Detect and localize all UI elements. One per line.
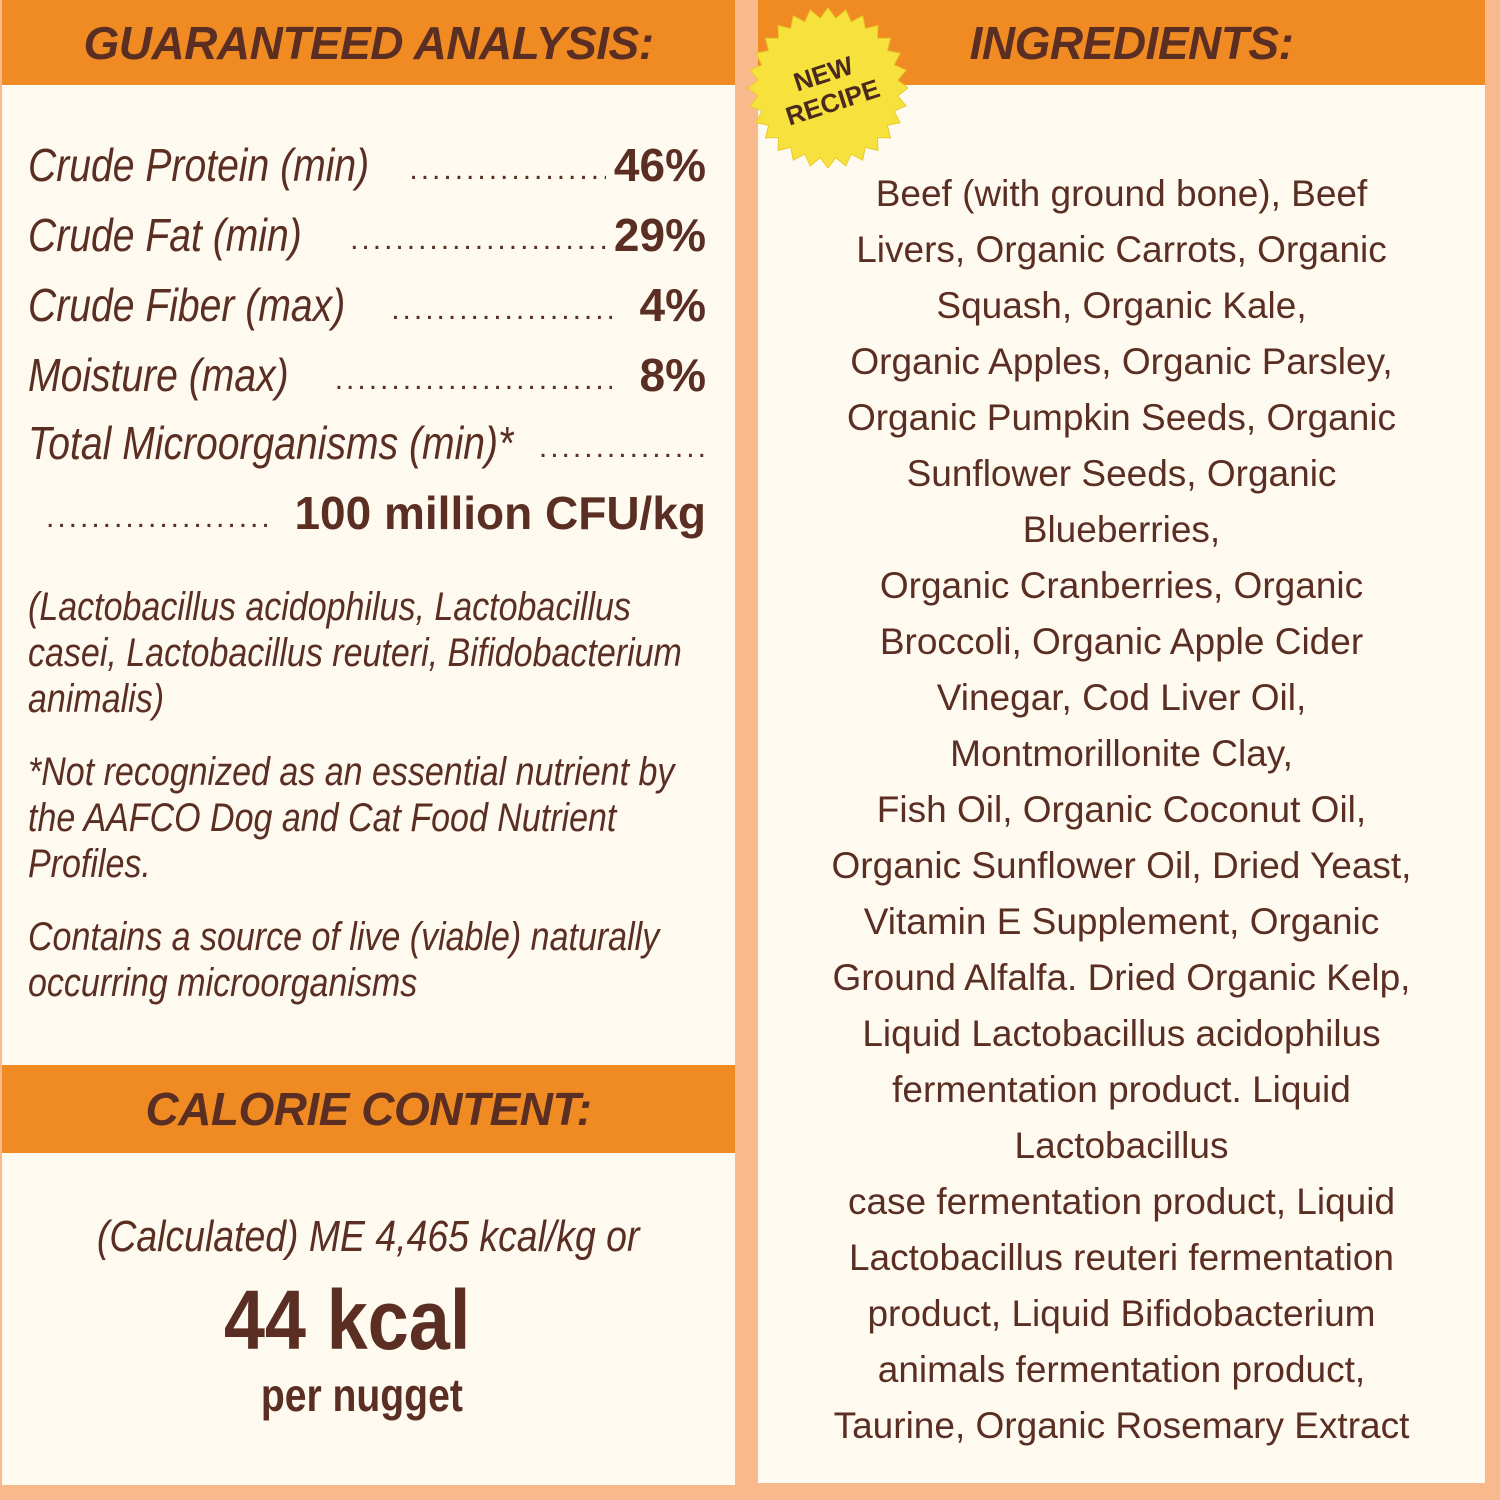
ingredient-line: Fish Oil, Organic Coconut Oil, (876, 789, 1367, 830)
per-nugget-text: per nugget (260, 1369, 464, 1421)
badge-starburst (748, 8, 908, 168)
leader-dots: .............................. (538, 431, 706, 464)
text-line: (Lactobacillus acidophilus, Lactobacillu… (28, 585, 631, 629)
row-value: 46% (613, 139, 706, 191)
row-value: 8% (639, 349, 706, 401)
per-nugget-label: per nugget (2, 1368, 722, 1422)
analysis-row: .............................. 100 millio… (28, 483, 706, 543)
ingredient-line: Ground Alfalfa. Dried Organic Kelp, (832, 957, 1411, 998)
row-label: Total Microorganisms (min)* (28, 417, 514, 469)
analysis-row: Moisture (max)..........................… (28, 345, 706, 405)
ingredient-line: Blueberries, (1022, 509, 1221, 550)
ingredient-line: fermentation product. Liquid (892, 1069, 1351, 1110)
aafco-footnote: *Not recognized as an essential nutrient… (28, 749, 708, 887)
ingredient-line: Squash, Organic Kale, (936, 285, 1307, 326)
leader-dots: .............................. (409, 153, 606, 186)
leader-dots: .............................. (46, 501, 271, 534)
analysis-row: Crude Fiber (max).......................… (28, 275, 706, 335)
live-microorganisms-note: Contains a source of live (viable) natur… (28, 914, 708, 1006)
row-label: Crude Fat (min) (28, 209, 302, 261)
ingredient-line: Vinegar, Cod Liver Oil, (936, 677, 1307, 718)
ingredient-line: Organic Sunflower Oil, Dried Yeast, (831, 845, 1412, 886)
ingredient-line: Organic Pumpkin Seeds, Organic (846, 397, 1397, 438)
calorie-content-title: CALORIE CONTENT: (145, 1083, 592, 1135)
new-recipe-badge: NEW RECIPE (748, 8, 908, 168)
row-value: 29% (613, 209, 706, 261)
ingredient-line: animals fermentation product, (877, 1349, 1366, 1390)
analysis-row: Crude Protein (min).....................… (28, 135, 706, 195)
guaranteed-analysis-header: GUARANTEED ANALYSIS: (2, 0, 735, 85)
text-line: casei, Lactobacillus reuteri, Bifidobact… (28, 631, 682, 675)
ingredient-line: Broccoli, Organic Apple Cider (879, 621, 1364, 662)
calorie-content-header: CALORIE CONTENT: (2, 1065, 735, 1153)
ingredient-line: Taurine, Organic Rosemary Extract (833, 1405, 1410, 1446)
ingredients-panel: INGREDIENTS: Beef (with ground bone), Be… (758, 0, 1485, 1483)
ingredient-line: case fermentation product, Liquid (847, 1181, 1396, 1222)
leader-dots: .............................. (350, 223, 606, 256)
calorie-big-text: 44 kcal (223, 1273, 471, 1367)
text-line: *Not recognized as an essential nutrient… (28, 750, 675, 794)
ingredient-line: Organic Apples, Organic Parsley, (850, 341, 1393, 382)
calorie-calculated: (Calculated) ME 4,465 kcal/kg or (2, 1212, 735, 1262)
ingredient-line: Beef (with ground bone), Beef (875, 173, 1368, 214)
text-line: occurring microorganisms (28, 961, 418, 1005)
analysis-row: Total Microorganisms (min)*.............… (28, 413, 706, 473)
text-line: Profiles. (28, 842, 151, 886)
ingredient-line: Lactobacillus reuteri fermentation (848, 1237, 1394, 1278)
text-line: the AAFCO Dog and Cat Food Nutrient (28, 796, 617, 840)
leader-dots: .............................. (334, 363, 612, 396)
strain-list: (Lactobacillus acidophilus, Lactobacillu… (28, 584, 708, 722)
ingredient-line: Livers, Organic Carrots, Organic (856, 229, 1387, 270)
ingredient-line: Organic Cranberries, Organic (879, 565, 1364, 606)
ingredient-line: Montmorillonite Clay, (950, 733, 1293, 774)
row-label: Crude Protein (min) (28, 139, 370, 191)
leader-dots: .............................. (391, 293, 611, 326)
guaranteed-analysis-title: GUARANTEED ANALYSIS: (83, 16, 654, 69)
ingredient-line: Sunflower Seeds, Organic (906, 453, 1337, 494)
row-label: Moisture (max) (28, 349, 289, 401)
row-value: 100 million CFU/kg (294, 487, 706, 539)
ingredients-title: INGREDIENTS: (969, 16, 1294, 69)
guaranteed-analysis-panel: GUARANTEED ANALYSIS: Crude Protein (min)… (2, 0, 735, 1485)
calorie-per-nugget-value: 44 kcal (2, 1272, 692, 1369)
analysis-row: Crude Fat (min).........................… (28, 205, 706, 265)
ingredient-line: product, Liquid Bifidobacterium (867, 1293, 1376, 1334)
text-line: Contains a source of live (viable) natur… (28, 915, 660, 959)
ingredient-line: Lactobacillus (1014, 1125, 1229, 1166)
ingredients-list: Beef (with ground bone), Beef Livers, Org… (758, 166, 1485, 1454)
text-line: animalis) (28, 677, 165, 721)
ingredient-line: Vitamin E Supplement, Organic (863, 901, 1380, 942)
row-label: Crude Fiber (max) (28, 279, 346, 331)
row-value: 4% (639, 279, 706, 331)
ingredient-line: Liquid Lactobacillus acidophilus (862, 1013, 1381, 1054)
calorie-calculated-text: (Calculated) ME 4,465 kcal/kg or (97, 1212, 640, 1261)
